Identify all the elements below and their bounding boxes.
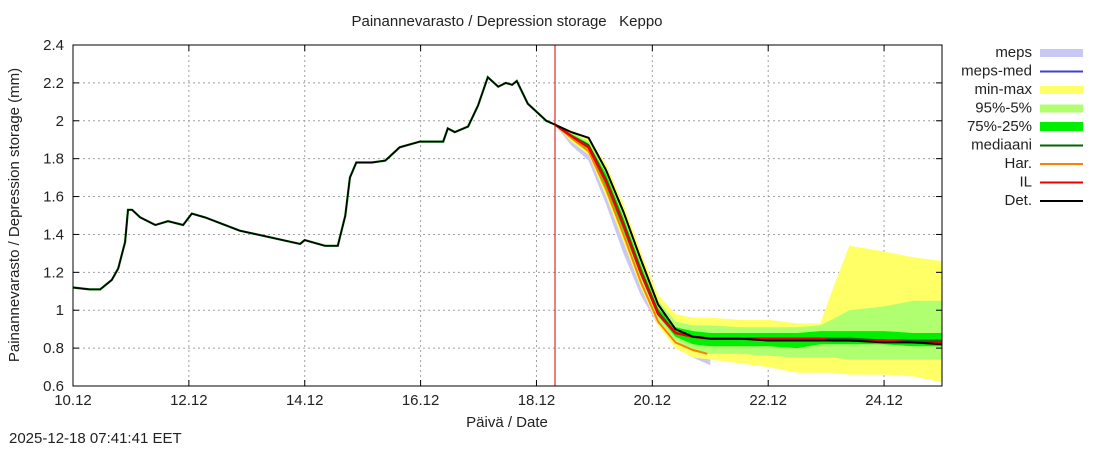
history-mediaani-line xyxy=(72,75,556,291)
x-tick-label: 14.12 xyxy=(286,392,324,409)
y-axis-label: Painannevarasto / Depression storage (mm… xyxy=(6,68,23,362)
legend-label-meps_med: meps-med xyxy=(961,63,1032,80)
x-tick-label: 12.12 xyxy=(170,392,208,409)
x-axis-label: Päivä / Date xyxy=(466,414,548,431)
x-tick-label: 10.12 xyxy=(54,392,92,409)
y-tick-label: 0.6 xyxy=(43,378,64,395)
x-tick-label: 22.12 xyxy=(749,392,787,409)
y-tick-label: 0.8 xyxy=(43,340,64,357)
history-det-line xyxy=(72,75,556,291)
y-tick-label: 2.4 xyxy=(43,37,64,54)
axis-ticks: 0.6 0.8 1 1.2 1.4 1.6 1.8 2 2.2 2.4 10.12 12.12 14.1… xyxy=(43,37,942,409)
forecast-bands xyxy=(555,124,942,383)
legend-label-det: Det. xyxy=(1004,192,1032,209)
har-line xyxy=(554,123,708,355)
y-tick-label: 2.2 xyxy=(43,75,64,92)
grid xyxy=(73,45,942,386)
legend-label-minmax: min-max xyxy=(974,81,1032,98)
legend-label-il: IL xyxy=(1019,174,1032,191)
det-line xyxy=(554,123,943,346)
legend-swatch-p95_5 xyxy=(1040,104,1083,113)
plot-frame xyxy=(72,44,943,387)
y-tick-label: 2 xyxy=(56,113,64,130)
legend-swatch-p75_25 xyxy=(1040,122,1083,131)
series-lines xyxy=(72,75,943,355)
legend-label-meps: meps xyxy=(995,44,1032,61)
x-tick-label: 20.12 xyxy=(634,392,672,409)
timestamp: 2025-12-18 07:41:41 EET xyxy=(9,430,182,447)
x-tick-label: 18.12 xyxy=(518,392,556,409)
y-tick-label: 1.6 xyxy=(43,189,64,206)
x-tick-label: 24.12 xyxy=(865,392,903,409)
y-tick-label: 1.8 xyxy=(43,151,64,168)
legend-swatch-meps xyxy=(1040,49,1083,57)
legend-label-har: Har. xyxy=(1004,155,1032,172)
x-tick-label: 16.12 xyxy=(402,392,440,409)
legend-label-mediaani: mediaani xyxy=(971,137,1032,154)
legend-label-p75_25: 75%-25% xyxy=(967,118,1032,135)
y-tick-label: 1.2 xyxy=(43,264,64,281)
legend-label-p95_5: 95%-5% xyxy=(975,100,1032,117)
legend-swatch-minmax xyxy=(1040,86,1083,94)
chart-title: Painannevarasto / Depression storage Kep… xyxy=(351,13,662,30)
y-tick-label: 1.4 xyxy=(43,226,64,243)
y-tick-label: 1 xyxy=(56,302,64,319)
